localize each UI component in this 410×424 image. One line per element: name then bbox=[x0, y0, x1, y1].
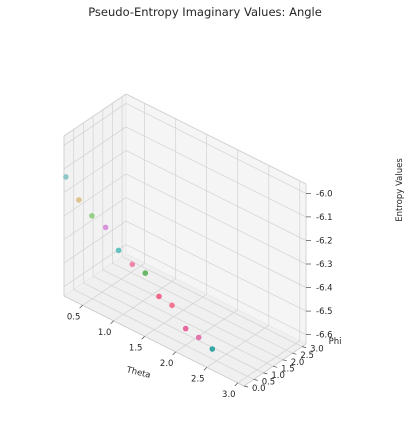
z-tick-label: -6.1 bbox=[316, 213, 333, 223]
y-tick-label: 0.5 bbox=[262, 377, 276, 387]
z-tick-label: -6.6 bbox=[316, 331, 333, 341]
grid-line-z-left bbox=[63, 244, 127, 287]
grid-line-z-back bbox=[125, 244, 307, 335]
data-point bbox=[182, 325, 189, 332]
z-tick-label: -6.3 bbox=[316, 260, 333, 270]
y-tick-label: 3.0 bbox=[310, 345, 324, 355]
grid-line-x-floor bbox=[206, 325, 269, 368]
chart-title: Pseudo-Entropy Imaginary Values: Angle bbox=[88, 5, 322, 19]
x-tick-mark bbox=[203, 367, 208, 371]
x-tick-mark bbox=[234, 382, 239, 387]
grid-line-z-left bbox=[63, 126, 127, 170]
data-point bbox=[63, 174, 69, 180]
y-tick-mark bbox=[273, 365, 278, 368]
z-tick-label: -6.0 bbox=[316, 189, 333, 199]
y-tick-mark bbox=[282, 359, 287, 362]
grid-line-y-floor bbox=[92, 275, 274, 367]
grid-line-x-floor bbox=[237, 340, 300, 384]
data-point bbox=[115, 247, 122, 254]
grid-line-z-left bbox=[63, 197, 127, 240]
y-tick-mark bbox=[292, 352, 297, 355]
grid-line-x-floor bbox=[113, 278, 176, 322]
data-points bbox=[63, 174, 216, 352]
x-tick-mark bbox=[141, 336, 145, 340]
x-tick-label: 3.0 bbox=[222, 390, 236, 400]
data-point bbox=[89, 213, 95, 219]
grid-line-y-floor bbox=[112, 262, 293, 354]
y-tick-label: 1.0 bbox=[271, 371, 285, 381]
x-axis-label: Theta bbox=[124, 365, 151, 381]
grid-line-z-left bbox=[63, 220, 127, 264]
data-point bbox=[76, 197, 82, 203]
x-tick-label: 1.0 bbox=[98, 328, 112, 338]
grid-line-z-back bbox=[125, 103, 307, 194]
z-tick-label: -6.4 bbox=[316, 284, 333, 294]
axis-ticks: 0.51.01.52.02.53.00.00.51.01.52.02.53.0-… bbox=[67, 189, 333, 400]
z-tick-label: -6.5 bbox=[316, 307, 333, 317]
y-tick-label: 2.0 bbox=[291, 358, 305, 368]
y-axis-label: Phi bbox=[329, 337, 342, 347]
grid-line-z-back bbox=[125, 197, 307, 288]
z-tick-label: -6.2 bbox=[316, 237, 333, 247]
grid-line-z-back bbox=[125, 173, 307, 265]
y-tick-mark bbox=[302, 346, 307, 348]
data-point bbox=[129, 261, 136, 268]
grid-line-z-left bbox=[63, 150, 127, 193]
data-point bbox=[209, 346, 216, 352]
y-tick-label: 2.5 bbox=[300, 351, 314, 361]
grid-line-x-floor bbox=[82, 263, 145, 306]
x-tick-mark bbox=[79, 305, 83, 309]
x-tick-label: 0.5 bbox=[67, 312, 81, 322]
y-tick-label: 0.0 bbox=[252, 384, 266, 394]
box-edge bbox=[63, 295, 245, 387]
grid-line-z-left bbox=[63, 103, 127, 146]
y-tick-mark bbox=[263, 372, 268, 375]
y-tick-mark bbox=[253, 379, 258, 381]
x-tick-mark bbox=[172, 351, 176, 356]
grid-line-y-floor bbox=[102, 269, 283, 361]
grid-line-z-back bbox=[125, 220, 307, 312]
data-point bbox=[156, 293, 162, 300]
data-point bbox=[142, 270, 149, 276]
x-tick-label: 2.0 bbox=[160, 359, 174, 369]
box-edge bbox=[125, 93, 307, 185]
grid-line-z-left bbox=[63, 173, 127, 217]
data-point bbox=[195, 334, 202, 341]
grid-line-y-floor bbox=[83, 282, 264, 374]
grid-line-x-floor bbox=[175, 309, 238, 353]
y-tick-mark bbox=[243, 385, 249, 388]
grid-line-y-floor bbox=[73, 289, 254, 380]
box-edge bbox=[63, 93, 127, 137]
z-axis-label: Entropy Values bbox=[395, 158, 405, 222]
grid-line-z-back bbox=[125, 126, 307, 218]
x-tick-mark bbox=[110, 320, 114, 325]
grid-line-y-floor bbox=[121, 256, 303, 347]
data-point bbox=[169, 302, 175, 309]
data-point bbox=[102, 224, 109, 231]
x-tick-label: 2.5 bbox=[191, 374, 205, 384]
grid-lines bbox=[63, 93, 307, 387]
grid-line-x-floor bbox=[144, 294, 207, 337]
grid-line-z-back bbox=[125, 150, 307, 241]
y-tick-label: 1.5 bbox=[281, 364, 295, 374]
x-tick-label: 1.5 bbox=[129, 343, 143, 353]
box-edge bbox=[243, 343, 307, 387]
